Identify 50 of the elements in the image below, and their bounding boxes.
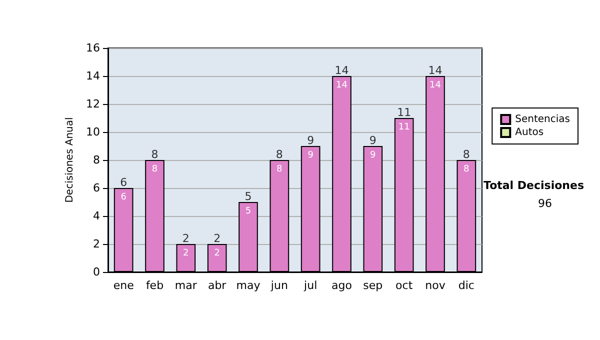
- y-tick-label: 10: [86, 126, 100, 138]
- data-label: 8: [464, 164, 470, 174]
- y-tick-label: 8: [93, 154, 100, 166]
- total-label: 11: [397, 106, 412, 119]
- y-tick-label: 0: [93, 266, 100, 278]
- legend-label: Autos: [515, 127, 544, 138]
- x-tick-label: jun: [270, 279, 288, 292]
- y-tick-label: 14: [86, 70, 100, 82]
- total-label: 9: [369, 134, 376, 147]
- data-label: 9: [308, 150, 314, 160]
- x-tick-label: sep: [363, 279, 383, 292]
- x-tick-label: may: [236, 279, 261, 292]
- total-label: 2: [182, 232, 190, 245]
- total-label: 9: [307, 134, 314, 147]
- data-label: 2: [214, 248, 220, 258]
- data-label: 14: [430, 80, 442, 90]
- data-label: 14: [336, 80, 348, 90]
- y-tick-label: 2: [93, 238, 100, 250]
- data-label: 2: [183, 248, 189, 258]
- data-label: 9: [370, 150, 376, 160]
- y-tick-label: 16: [86, 42, 100, 54]
- x-tick-label: feb: [146, 279, 164, 292]
- y-tick-label: 4: [93, 210, 100, 222]
- total-label: 8: [462, 148, 470, 161]
- text: Total Decisiones: [484, 179, 584, 192]
- y-tick-label: 6: [93, 182, 100, 194]
- x-tick-label: ago: [332, 279, 352, 292]
- x-tick-label: ene: [113, 279, 134, 292]
- data-label: 6: [120, 192, 127, 202]
- x-tick-label: jul: [303, 279, 318, 292]
- y-tick-label: 12: [86, 98, 100, 110]
- data-label: 11: [398, 122, 410, 132]
- x-tick-label: oct: [396, 279, 414, 292]
- x-tick-label: nov: [425, 279, 446, 292]
- x-tick-label: dic: [458, 279, 474, 292]
- legend-label: Sentencias: [515, 114, 570, 125]
- data-label: 5: [245, 206, 252, 216]
- y-axis-title: Decisiones Anual: [64, 117, 76, 203]
- x-tick-label: abr: [208, 279, 227, 292]
- total-label: 5: [244, 190, 252, 203]
- data-label: 8: [152, 164, 158, 174]
- total-label: 2: [214, 232, 221, 245]
- total-label: 8: [276, 148, 283, 161]
- x-tick-label: mar: [174, 279, 198, 292]
- total-label: 14: [428, 64, 442, 77]
- data-label: 8: [276, 164, 283, 174]
- total-label: 6: [120, 176, 128, 189]
- total-label: 8: [151, 148, 158, 161]
- text: 96: [538, 197, 552, 210]
- total-label: 14: [334, 64, 349, 77]
